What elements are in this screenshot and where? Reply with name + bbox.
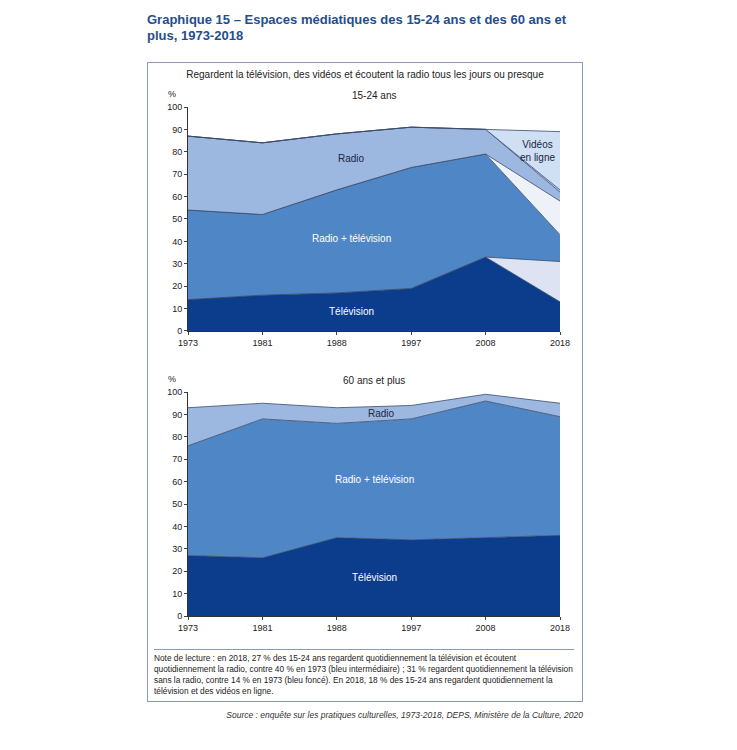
svg-text:2008: 2008	[476, 623, 496, 633]
svg-text:Radio + télévision: Radio + télévision	[335, 474, 414, 485]
svg-text:20: 20	[172, 281, 182, 291]
svg-text:1988: 1988	[327, 623, 347, 633]
svg-text:Vidéosen ligne: Vidéosen ligne	[520, 139, 555, 163]
svg-text:20: 20	[172, 566, 182, 576]
svg-text:1988: 1988	[327, 338, 347, 348]
svg-text:40: 40	[172, 237, 182, 247]
svg-text:Télévision: Télévision	[352, 572, 397, 583]
svg-text:50: 50	[172, 499, 182, 509]
svg-text:40: 40	[172, 522, 182, 532]
html-text:Graphique 15 – Espaces médiati: Graphique 15 – Espaces médiatiques des 1…	[147, 12, 567, 43]
svg-text:90: 90	[172, 410, 182, 420]
svg-text:%: %	[168, 374, 176, 384]
svg-text:1997: 1997	[401, 623, 421, 633]
svg-text:1981: 1981	[252, 623, 272, 633]
svg-text:90: 90	[172, 125, 182, 135]
svg-text:60: 60	[172, 192, 182, 202]
svg-text:Radio: Radio	[368, 408, 395, 419]
svg-text:10: 10	[172, 589, 182, 599]
svg-text:%: %	[168, 89, 176, 99]
svg-text:1981: 1981	[252, 338, 272, 348]
html-text:Note de lecture : en 2018, 27: Note de lecture : en 2018, 27 % des 15-2…	[154, 653, 573, 696]
svg-text:50: 50	[172, 214, 182, 224]
svg-text:10: 10	[172, 304, 182, 314]
svg-text:70: 70	[172, 169, 182, 179]
svg-text:15-24 ans: 15-24 ans	[352, 90, 396, 101]
svg-text:80: 80	[172, 432, 182, 442]
svg-text:Radio: Radio	[338, 153, 365, 164]
svg-text:30: 30	[172, 544, 182, 554]
svg-text:70: 70	[172, 454, 182, 464]
svg-text:60: 60	[172, 477, 182, 487]
html-text:Source : enquête sur les prati: Source : enquête sur les pratiques cultu…	[226, 710, 583, 720]
svg-text:0: 0	[177, 326, 182, 336]
svg-text:2018: 2018	[550, 623, 570, 633]
svg-text:80: 80	[172, 147, 182, 157]
svg-text:100: 100	[167, 387, 182, 397]
svg-text:1973: 1973	[178, 338, 198, 348]
svg-text:2018: 2018	[550, 338, 570, 348]
svg-text:30: 30	[172, 259, 182, 269]
svg-text:Radio + télévision: Radio + télévision	[312, 233, 391, 244]
svg-text:60 ans et plus: 60 ans et plus	[343, 375, 405, 386]
html-text:Regardent la télévision, des v: Regardent la télévision, des vidéos et é…	[186, 69, 544, 80]
svg-text:1973: 1973	[178, 623, 198, 633]
svg-text:0: 0	[177, 611, 182, 621]
svg-text:100: 100	[167, 102, 182, 112]
svg-text:1997: 1997	[401, 338, 421, 348]
svg-text:2008: 2008	[476, 338, 496, 348]
svg-text:Télévision: Télévision	[329, 306, 374, 317]
